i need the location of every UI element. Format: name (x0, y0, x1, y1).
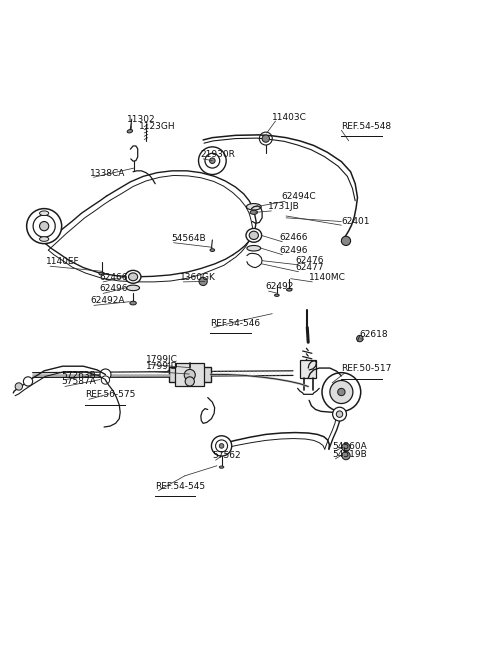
Ellipse shape (39, 236, 49, 241)
Circle shape (341, 236, 350, 246)
Circle shape (33, 215, 55, 237)
Circle shape (330, 381, 353, 403)
Ellipse shape (125, 271, 141, 283)
Text: REF.50-517: REF.50-517 (341, 364, 392, 373)
Text: 62476: 62476 (295, 256, 324, 265)
Ellipse shape (246, 229, 262, 242)
Text: 62466: 62466 (279, 233, 308, 242)
Text: 54564B: 54564B (171, 234, 205, 243)
Ellipse shape (219, 466, 224, 468)
Ellipse shape (39, 211, 49, 215)
Text: 1731JB: 1731JB (268, 202, 300, 211)
Text: 57263B: 57263B (61, 371, 96, 379)
Circle shape (184, 369, 195, 381)
Circle shape (357, 335, 363, 342)
Circle shape (199, 277, 207, 286)
Text: 11403C: 11403C (272, 113, 307, 122)
Text: 62496: 62496 (279, 246, 308, 255)
Text: 1799JC: 1799JC (145, 356, 178, 364)
Text: 62618: 62618 (360, 331, 388, 339)
Text: REF.54-546: REF.54-546 (210, 318, 260, 328)
Text: 1360GK: 1360GK (180, 273, 216, 282)
Text: 1140EF: 1140EF (46, 257, 79, 266)
Circle shape (219, 443, 224, 448)
Circle shape (205, 153, 220, 168)
Circle shape (342, 451, 350, 460)
Ellipse shape (129, 273, 138, 281)
Ellipse shape (250, 210, 257, 214)
Circle shape (39, 221, 49, 231)
Ellipse shape (130, 301, 136, 305)
Text: REF.56-575: REF.56-575 (84, 390, 135, 400)
Circle shape (342, 443, 350, 451)
Circle shape (338, 388, 345, 396)
Circle shape (101, 376, 109, 384)
Text: 62492A: 62492A (90, 296, 125, 305)
Ellipse shape (246, 204, 261, 210)
Circle shape (199, 147, 226, 174)
Text: 62492: 62492 (265, 282, 294, 291)
Text: 57562: 57562 (212, 451, 241, 460)
Circle shape (262, 135, 269, 142)
Ellipse shape (99, 272, 105, 275)
Circle shape (336, 411, 343, 417)
Text: 62494C: 62494C (281, 192, 316, 201)
Text: 54560A: 54560A (332, 442, 367, 451)
Text: 1140MC: 1140MC (309, 273, 346, 282)
Bar (300, 360, 315, 378)
Ellipse shape (249, 231, 258, 240)
Ellipse shape (247, 246, 261, 251)
Text: 57587A: 57587A (61, 377, 96, 386)
Circle shape (333, 407, 347, 421)
Text: 62466: 62466 (99, 273, 128, 282)
Circle shape (211, 436, 232, 456)
Bar (169, 367, 211, 383)
Circle shape (15, 383, 23, 390)
Text: 1123GH: 1123GH (139, 122, 175, 131)
Circle shape (216, 440, 228, 452)
Circle shape (185, 377, 194, 386)
Circle shape (322, 373, 361, 411)
Text: 62477: 62477 (295, 263, 324, 272)
Circle shape (210, 158, 215, 164)
Text: 21930R: 21930R (201, 150, 236, 159)
Circle shape (27, 208, 61, 244)
Ellipse shape (275, 294, 279, 297)
Circle shape (24, 377, 33, 386)
Ellipse shape (287, 288, 292, 291)
Text: REF.54-545: REF.54-545 (155, 481, 205, 491)
Ellipse shape (210, 249, 215, 252)
Ellipse shape (127, 285, 140, 291)
Text: 62401: 62401 (341, 217, 370, 226)
Text: 11302: 11302 (127, 115, 156, 124)
Bar (176, 364, 204, 386)
Text: REF.54-548: REF.54-548 (341, 122, 392, 131)
Text: 62496: 62496 (99, 284, 128, 293)
Ellipse shape (127, 130, 132, 133)
Circle shape (100, 369, 111, 380)
Text: 1338CA: 1338CA (90, 169, 126, 178)
Text: 1799JD: 1799JD (145, 362, 178, 371)
Text: 54519B: 54519B (332, 450, 367, 459)
